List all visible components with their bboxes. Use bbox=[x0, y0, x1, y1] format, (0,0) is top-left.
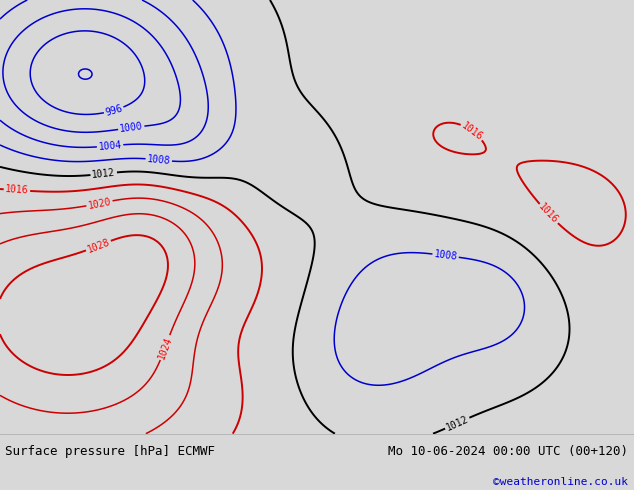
Text: Mo 10-06-2024 00:00 UTC (00+120): Mo 10-06-2024 00:00 UTC (00+120) bbox=[387, 445, 628, 458]
Text: 1012: 1012 bbox=[91, 168, 116, 180]
Text: ©weatheronline.co.uk: ©weatheronline.co.uk bbox=[493, 477, 628, 487]
Text: 1020: 1020 bbox=[87, 196, 112, 211]
Text: 1016: 1016 bbox=[460, 120, 485, 142]
Text: 1008: 1008 bbox=[146, 154, 171, 166]
Text: Surface pressure [hPa] ECMWF: Surface pressure [hPa] ECMWF bbox=[5, 445, 215, 458]
Text: 1000: 1000 bbox=[119, 121, 143, 134]
Text: 1016: 1016 bbox=[5, 184, 29, 196]
Text: 996: 996 bbox=[104, 103, 124, 118]
Text: 1024: 1024 bbox=[156, 335, 174, 360]
Text: 1008: 1008 bbox=[433, 249, 458, 262]
Text: 1012: 1012 bbox=[444, 414, 470, 433]
Text: 1016: 1016 bbox=[537, 202, 560, 226]
Text: 1004: 1004 bbox=[98, 140, 122, 152]
Text: 1028: 1028 bbox=[86, 237, 111, 255]
